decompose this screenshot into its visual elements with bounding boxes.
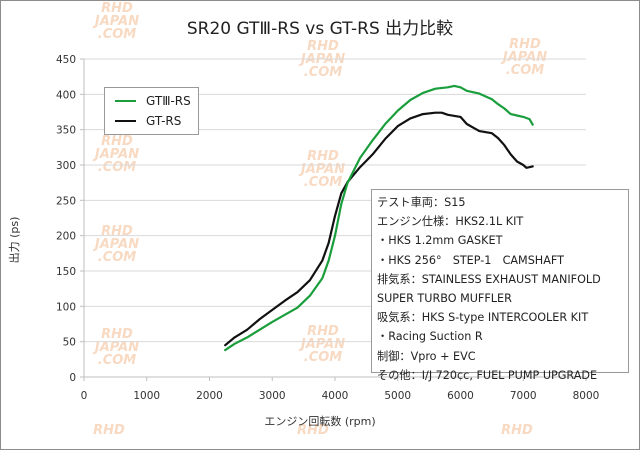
y-tick-label: 350 — [56, 125, 76, 137]
legend-label: GT-RS — [146, 114, 182, 128]
y-tick-label: 450 — [56, 54, 76, 66]
y-tick-label: 300 — [56, 160, 76, 172]
note-line: 吸気系：HKS S-type INTERCOOLER KIT — [377, 311, 589, 325]
x-axis-label: エンジン回転数 (rpm) — [264, 415, 376, 428]
axes — [80, 58, 587, 381]
y-axis-label: 出力 (ps) — [8, 216, 21, 264]
note-line: 排気系：STAINLESS EXHAUST MANIFOLD — [377, 272, 601, 286]
note-line: SUPER TURBO MUFFLER — [377, 292, 512, 306]
watermark: RHD — [93, 423, 125, 438]
chart-title: SR20 GTⅢ-RS vs GT-RS 出力比較 — [186, 19, 454, 39]
x-tick-label: 8000 — [573, 390, 600, 402]
x-tick-label: 4000 — [322, 390, 349, 402]
series-lines — [224, 84, 534, 352]
note-line: 制御：Vpro + EVC — [377, 349, 476, 363]
legend-item-gtrs: GT-RS — [115, 112, 181, 130]
y-tick-label: 200 — [56, 231, 76, 243]
note-line: ・HKS 256° STEP-1 CAMSHAFT — [377, 253, 564, 267]
note-line: エンジン仕様：HKS2.1L KIT — [377, 215, 524, 229]
legend: GTⅢ-RS GT-RS — [104, 87, 199, 135]
y-tick-label: 100 — [56, 301, 76, 313]
y-tick-label: 400 — [56, 89, 76, 101]
y-tick-label: 0 — [69, 372, 76, 384]
note-line: ・HKS 1.2mm GASKET — [377, 234, 503, 248]
x-tick-label: 1000 — [133, 390, 160, 402]
note-line: ・Racing Suction R — [377, 330, 483, 344]
watermark: RHD — [501, 423, 533, 438]
y-tick-label: 250 — [56, 195, 76, 207]
x-tick-label: 0 — [81, 390, 88, 402]
x-tick-label: 5000 — [384, 390, 411, 402]
note-line: テスト車両：S15 — [377, 196, 466, 209]
y-tick-label: 150 — [56, 266, 76, 278]
note-line: その他：I/J 720cc, FUEL PUMP UPGRADE — [377, 368, 598, 382]
watermark: RHD — [297, 423, 329, 438]
x-tick-label: 6000 — [447, 390, 474, 402]
x-tick-label: 2000 — [196, 390, 223, 402]
spec-notes-box: テスト車両：S15 エンジン仕様：HKS2.1L KIT ・HKS 1.2mm … — [371, 189, 629, 382]
legend-swatch — [115, 120, 136, 122]
legend-item-gt3rs: GTⅢ-RS — [115, 92, 191, 110]
legend-swatch — [115, 100, 136, 102]
x-tick-label: 3000 — [259, 390, 286, 402]
series-line-gtrs — [224, 111, 534, 347]
x-tick-label: 7000 — [510, 390, 537, 402]
legend-label: GTⅢ-RS — [146, 94, 191, 108]
x-tick-labels: 0 1000 2000 3000 4000 5000 6000 7000 8000 — [81, 390, 600, 402]
y-tick-labels: 0 50 100 150 200 250 300 350 400 450 — [56, 54, 76, 384]
series-line-gt3rs — [224, 84, 534, 352]
y-tick-label: 50 — [63, 337, 76, 349]
